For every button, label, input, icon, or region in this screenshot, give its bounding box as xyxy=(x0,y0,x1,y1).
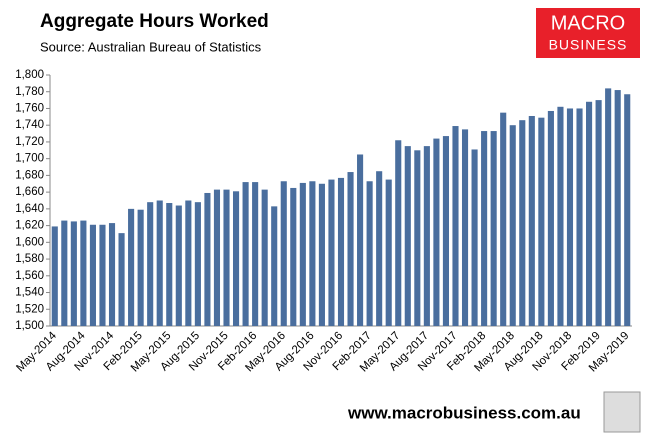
y-tick-label: 1,620 xyxy=(15,220,44,232)
bar xyxy=(194,202,201,326)
bar xyxy=(509,125,516,326)
bar xyxy=(433,138,440,326)
bar xyxy=(213,189,221,326)
y-tick-label: 1,720 xyxy=(15,136,44,148)
y-tick-label: 1,600 xyxy=(15,236,44,248)
bar xyxy=(547,110,554,326)
y-tick-label: 1,560 xyxy=(15,270,44,282)
bar xyxy=(528,115,535,326)
y-tick-label: 1,520 xyxy=(15,303,44,315)
bar xyxy=(232,191,240,326)
bar xyxy=(500,112,507,327)
bar xyxy=(595,100,602,326)
bar xyxy=(261,189,268,326)
y-tick-label: 1,500 xyxy=(15,320,44,332)
bar xyxy=(252,182,259,326)
y-tick-label: 1,580 xyxy=(15,253,44,265)
bar xyxy=(605,88,612,327)
y-tick-label: 1,760 xyxy=(15,102,44,114)
bar xyxy=(538,117,545,326)
bar xyxy=(118,233,125,326)
bar xyxy=(318,183,325,326)
bar xyxy=(280,181,287,326)
bar xyxy=(51,226,58,326)
bar xyxy=(519,120,526,327)
bar xyxy=(223,189,230,326)
bar xyxy=(242,182,249,326)
bar xyxy=(108,223,116,326)
logo-text: MACRO xyxy=(551,12,625,34)
bar xyxy=(309,181,316,326)
bar xyxy=(586,101,593,326)
bar xyxy=(576,108,583,326)
bar xyxy=(61,220,68,326)
bar xyxy=(128,208,135,326)
wolf-icon xyxy=(603,391,641,433)
chart-title: Aggregate Hours Worked xyxy=(40,11,269,32)
bar xyxy=(156,200,163,326)
bar xyxy=(376,171,383,326)
y-tick-label: 1,780 xyxy=(15,86,44,98)
bar xyxy=(80,220,87,326)
bar xyxy=(89,224,96,326)
bar xyxy=(624,94,631,326)
bar xyxy=(404,146,411,326)
bar xyxy=(385,179,392,326)
bar xyxy=(337,177,345,326)
footer: www.macrobusiness.com.au xyxy=(347,403,581,422)
bar xyxy=(461,129,469,326)
bar xyxy=(175,205,182,326)
bar xyxy=(299,182,306,326)
bar xyxy=(452,126,459,326)
bar xyxy=(137,209,144,326)
bar xyxy=(557,106,564,326)
y-tick-label: 1,700 xyxy=(15,153,44,165)
chart-subtitle: Source: Australian Bureau of Statistics xyxy=(40,39,262,54)
y-tick-label: 1,800 xyxy=(15,69,44,81)
bar xyxy=(357,154,364,326)
bar xyxy=(70,221,77,326)
y-tick-label: 1,640 xyxy=(15,203,44,215)
bar xyxy=(566,108,574,326)
bar xyxy=(347,172,354,326)
bar xyxy=(614,90,621,326)
bar xyxy=(166,203,173,326)
bar xyxy=(147,202,154,326)
y-tick-label: 1,680 xyxy=(15,169,44,181)
bar xyxy=(185,200,192,326)
y-tick-label: 1,740 xyxy=(15,119,44,131)
bar xyxy=(290,187,297,326)
bar xyxy=(271,206,278,326)
y-tick-label: 1,660 xyxy=(15,186,44,198)
bar xyxy=(204,192,211,326)
bar xyxy=(414,150,421,326)
bar xyxy=(328,179,335,326)
bar xyxy=(481,131,488,326)
bar xyxy=(423,146,430,326)
bar xyxy=(366,181,373,326)
y-tick-label: 1,540 xyxy=(15,287,44,299)
bar xyxy=(99,224,106,326)
logo-text: BUSINESS xyxy=(549,37,628,53)
bar xyxy=(471,149,478,326)
bar xyxy=(395,140,402,326)
bar xyxy=(442,136,450,326)
bar xyxy=(490,131,497,326)
logo-box xyxy=(536,8,640,58)
